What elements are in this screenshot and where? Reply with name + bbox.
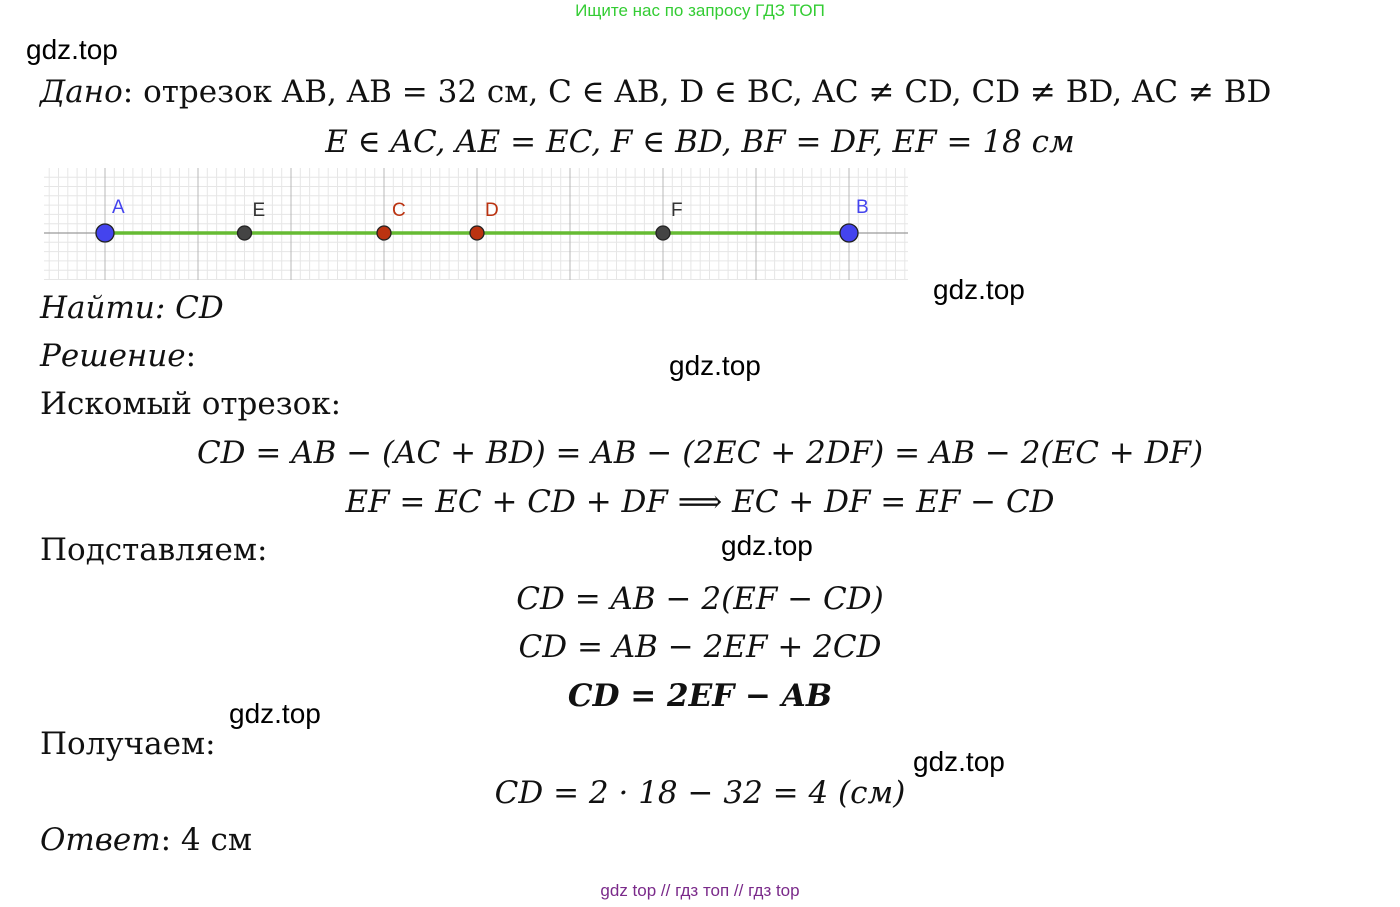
point-label-b: B bbox=[856, 197, 869, 218]
find-line: Найти: CD bbox=[40, 290, 224, 326]
watermark: gdz.top bbox=[669, 350, 761, 381]
top-banner: Ищите нас по запросу ГДЗ ТОП bbox=[575, 1, 825, 20]
point-label-d: D bbox=[485, 200, 499, 221]
find-text: : CD bbox=[154, 290, 224, 326]
watermark: gdz.top bbox=[229, 698, 321, 729]
answer-label: Ответ bbox=[40, 822, 161, 858]
answer-text: : 4 см bbox=[160, 822, 252, 858]
point-f bbox=[655, 225, 671, 241]
point-label-e: E bbox=[253, 200, 266, 221]
answer-line: Ответ: 4 см bbox=[40, 822, 252, 858]
find-label: Найти bbox=[40, 290, 155, 326]
watermark: gdz.top bbox=[26, 34, 118, 65]
equation-4: CD = AB − 2EF + 2CD bbox=[518, 629, 882, 665]
grid bbox=[44, 168, 908, 280]
point-a bbox=[95, 223, 115, 243]
get-text: Получаем: bbox=[40, 726, 216, 762]
sought-text: Искомый отрезок: bbox=[40, 386, 342, 422]
point-c bbox=[376, 225, 392, 241]
footer: gdz top // гдз топ // гдз top bbox=[600, 881, 800, 900]
point-label-a: A bbox=[112, 197, 125, 218]
equation-1: CD = AB − (AC + BD) = AB − (2EC + 2DF) =… bbox=[196, 435, 1204, 471]
given-label: Дано bbox=[40, 74, 123, 110]
point-b bbox=[839, 223, 859, 243]
substitute-text: Подставляем: bbox=[40, 532, 268, 568]
solution-line: Решение: bbox=[40, 338, 196, 374]
point-label-f: F bbox=[671, 200, 683, 221]
given-line: Дано: отрезок AB, AB = 32 см, C ∈ AB, D … bbox=[40, 74, 1271, 110]
watermark: gdz.top bbox=[913, 746, 1005, 777]
given-line-2: E ∈ AC, AE = EC, F ∈ BD, BF = DF, EF = 1… bbox=[325, 124, 1075, 160]
point-label-c: C bbox=[392, 200, 406, 221]
solution-label: Решение bbox=[40, 338, 186, 374]
equation-3: CD = AB − 2(EF − CD) bbox=[516, 581, 884, 617]
watermark: gdz.top bbox=[933, 274, 1025, 305]
point-e bbox=[236, 225, 253, 241]
point-d bbox=[469, 225, 485, 241]
given-text: : отрезок AB, AB = 32 см, C ∈ AB, D ∈ BC… bbox=[122, 74, 1272, 110]
equation-5: CD = 2EF − AB bbox=[567, 678, 833, 714]
equation-6: CD = 2 · 18 − 32 = 4 (см) bbox=[494, 775, 906, 811]
equation-2: EF = EC + CD + DF ⟹ EC + DF = EF − CD bbox=[345, 484, 1055, 520]
watermark: gdz.top bbox=[721, 530, 813, 561]
solution-colon: : bbox=[185, 338, 197, 374]
